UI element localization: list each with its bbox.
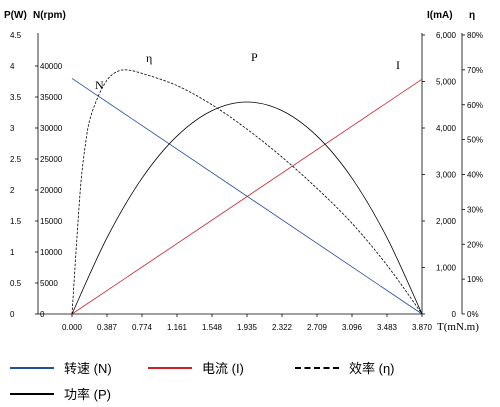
efficiency-tick-label: 20%: [467, 240, 483, 249]
current-tick-label: 5,000: [436, 78, 457, 87]
power-tick-label: 4: [10, 62, 15, 71]
power-tick-label: 1.5: [10, 217, 22, 226]
speed-legend-swatch: [10, 366, 54, 369]
power-tick-label: 3: [10, 124, 15, 133]
power-tick-label: 4.5: [10, 31, 22, 40]
tick-labels: 0.000 0.387 0.774 1.161 1.548 1.935 2.322 2.709…: [10, 31, 483, 332]
speed-tick-label: 0: [40, 310, 45, 319]
power-tick-label: 1: [10, 248, 15, 257]
current-curve-label: I: [396, 58, 400, 72]
current-tick-label: 6,000: [436, 31, 457, 40]
x-tick-label: 0.774: [132, 323, 153, 332]
current-legend-swatch: [148, 366, 192, 369]
power-tick-label: 0: [10, 310, 15, 319]
efficiency-line: [71, 69, 423, 315]
efficiency-axis-label: η: [469, 10, 475, 21]
speed-tick-label: 30000: [40, 124, 63, 133]
speed-tick-label: 35000: [40, 93, 63, 102]
speed-tick-label: 20000: [40, 186, 63, 195]
power-legend-swatch: [10, 392, 54, 395]
power-legend-label: 功率 (P): [64, 387, 111, 402]
efficiency-tick-label: 70%: [467, 66, 483, 75]
efficiency-curve-label: η: [146, 51, 152, 65]
efficiency-tick-label: 60%: [467, 101, 483, 110]
speed-tick-label: 25000: [40, 155, 63, 164]
efficiency-tick-label: 0%: [467, 310, 479, 319]
x-tick-label: 2.709: [307, 323, 328, 332]
x-axis-label: T(mN.m): [437, 321, 479, 333]
current-tick-label: 2,000: [436, 217, 457, 226]
speed-tick-label: 15000: [40, 217, 63, 226]
x-tick-label: 3.483: [377, 323, 398, 332]
efficiency-legend-label: 效率 (η): [349, 361, 395, 376]
power-tick-label: 2: [10, 186, 15, 195]
current-tick-label: 4,000: [436, 124, 457, 133]
current-tick-label: 3,000: [436, 171, 457, 180]
efficiency-tick-label: 80%: [467, 31, 483, 40]
x-tick-label: 0.000: [62, 323, 83, 332]
efficiency-tick-label: 10%: [467, 275, 483, 284]
current-tick-label: 0: [452, 310, 457, 319]
legend-item-speed: 转速 (N): [0, 358, 112, 377]
x-tick-label: 1.935: [237, 323, 258, 332]
current-tick-label: 1,000: [436, 264, 457, 273]
legend-item-power: 功率 (P): [0, 384, 111, 403]
speed-tick-label: 40000: [40, 62, 63, 71]
current-legend-label: 电流 (I): [202, 361, 244, 376]
legend-item-efficiency: 效率 (η): [295, 358, 395, 377]
power-tick-label: 3.5: [10, 93, 22, 102]
current-line: [71, 78, 423, 315]
x-tick-label: 0.387: [97, 323, 118, 332]
speed-tick-label: 5000: [40, 279, 58, 288]
x-tick-label: 1.161: [167, 323, 188, 332]
power-curve-label: P: [251, 50, 258, 64]
axes: [35, 33, 465, 317]
curve-annotations: Nη P I: [95, 50, 400, 92]
efficiency-tick-label: 30%: [467, 205, 483, 214]
speed-curve-label: N: [95, 78, 104, 92]
power-tick-label: 0.5: [10, 279, 22, 288]
x-tick-label: 3.096: [342, 323, 363, 332]
efficiency-legend-swatch: [295, 366, 339, 369]
speed-axis-label: N(rpm): [33, 10, 66, 21]
x-tick-label: 1.548: [202, 323, 223, 332]
efficiency-tick-label: 50%: [467, 136, 483, 145]
legend-item-current: 电流 (I): [148, 358, 244, 377]
speed-legend-label: 转速 (N): [64, 361, 112, 376]
series-lines: [71, 69, 423, 315]
power-axis-label: P(W): [4, 10, 27, 21]
power-line: [71, 101, 423, 315]
speed-tick-label: 10000: [40, 248, 63, 257]
current-axis-label: I(mA): [427, 10, 453, 21]
efficiency-tick-label: 40%: [467, 171, 483, 180]
x-tick-label: 3.870: [412, 323, 433, 332]
x-tick-label: 2.322: [272, 323, 293, 332]
power-tick-label: 2.5: [10, 155, 22, 164]
